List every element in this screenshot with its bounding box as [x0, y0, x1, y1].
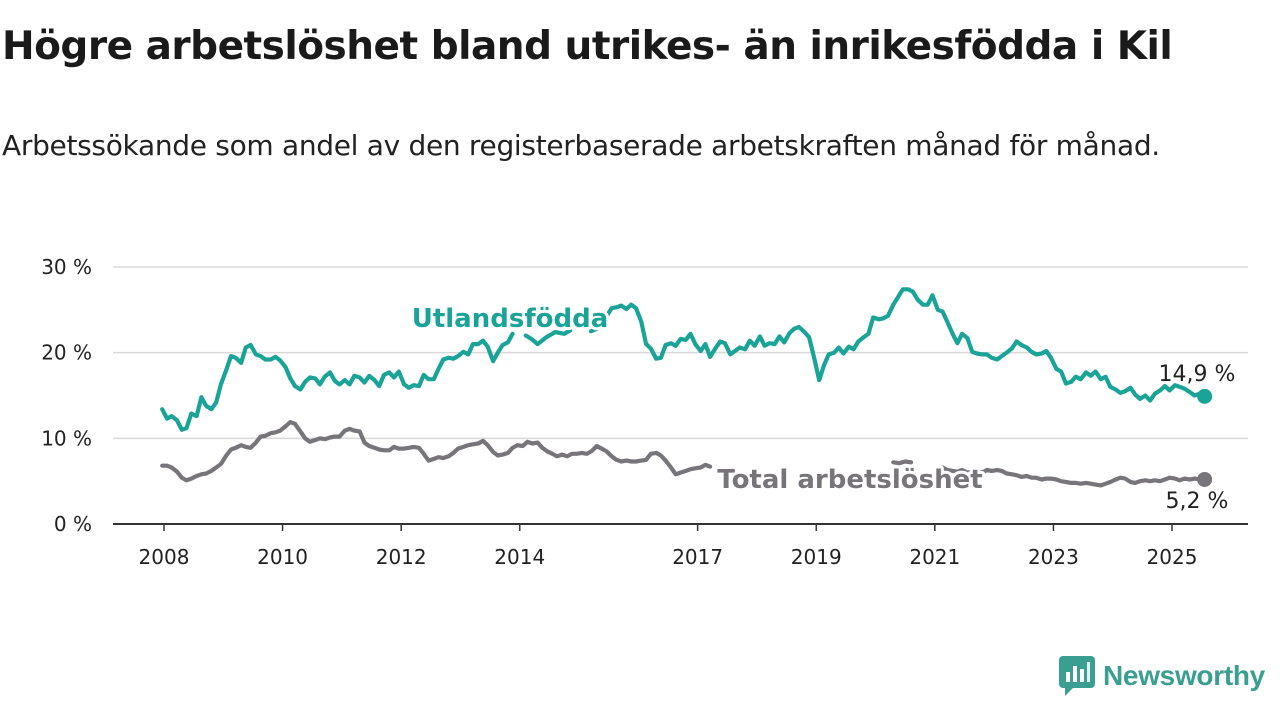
y-tick-label: 10 %	[41, 426, 92, 450]
series-line-utlandsfodda	[523, 328, 573, 347]
x-tick-label: 2019	[791, 545, 842, 569]
x-tick-label: 2008	[139, 545, 190, 569]
end-value-label-total: 5,2 %	[1166, 489, 1229, 514]
end-point-total	[1197, 471, 1213, 487]
x-tick-label: 2017	[672, 545, 723, 569]
x-tick-label: 2010	[257, 545, 308, 569]
x-tick-label: 2023	[1028, 545, 1079, 569]
line-chart: 0 % 10 % 20 % 30 % 2008 2010 2012 2014 2017 2019 2…	[41, 255, 1248, 569]
y-tick-label: 30 %	[41, 255, 92, 279]
series-line-utlandsfodda	[160, 331, 515, 432]
chart-subtitle: Arbetssökande som andel av den registerb…	[2, 129, 1160, 162]
series-line-utlandsfodda	[588, 287, 1207, 403]
y-tick-label: 0 %	[54, 512, 92, 536]
end-point-utlandsfodda	[1197, 388, 1213, 404]
series-line-total	[935, 465, 1207, 488]
end-value-label-utlandsfodda: 14,9 %	[1159, 362, 1236, 387]
brand-logo: Newsworthy	[1059, 655, 1265, 697]
series-line-total	[160, 420, 713, 483]
x-tick-label: 2014	[494, 545, 545, 569]
chart-title: Högre arbetslöshet bland utrikes- än inr…	[2, 24, 1173, 69]
y-tick-label: 20 %	[41, 341, 92, 365]
brand-name: Newsworthy	[1103, 660, 1265, 691]
x-tick-label: 2021	[909, 545, 960, 569]
x-tick-label: 2025	[1147, 545, 1198, 569]
x-tick-label: 2012	[376, 545, 427, 569]
series-label-total: Total arbetslöshet	[717, 465, 982, 495]
newsworthy-logo-icon	[1059, 656, 1095, 696]
series-line-total	[891, 459, 914, 466]
series-label-utlandsfodda: Utlandsfödda	[412, 304, 609, 334]
